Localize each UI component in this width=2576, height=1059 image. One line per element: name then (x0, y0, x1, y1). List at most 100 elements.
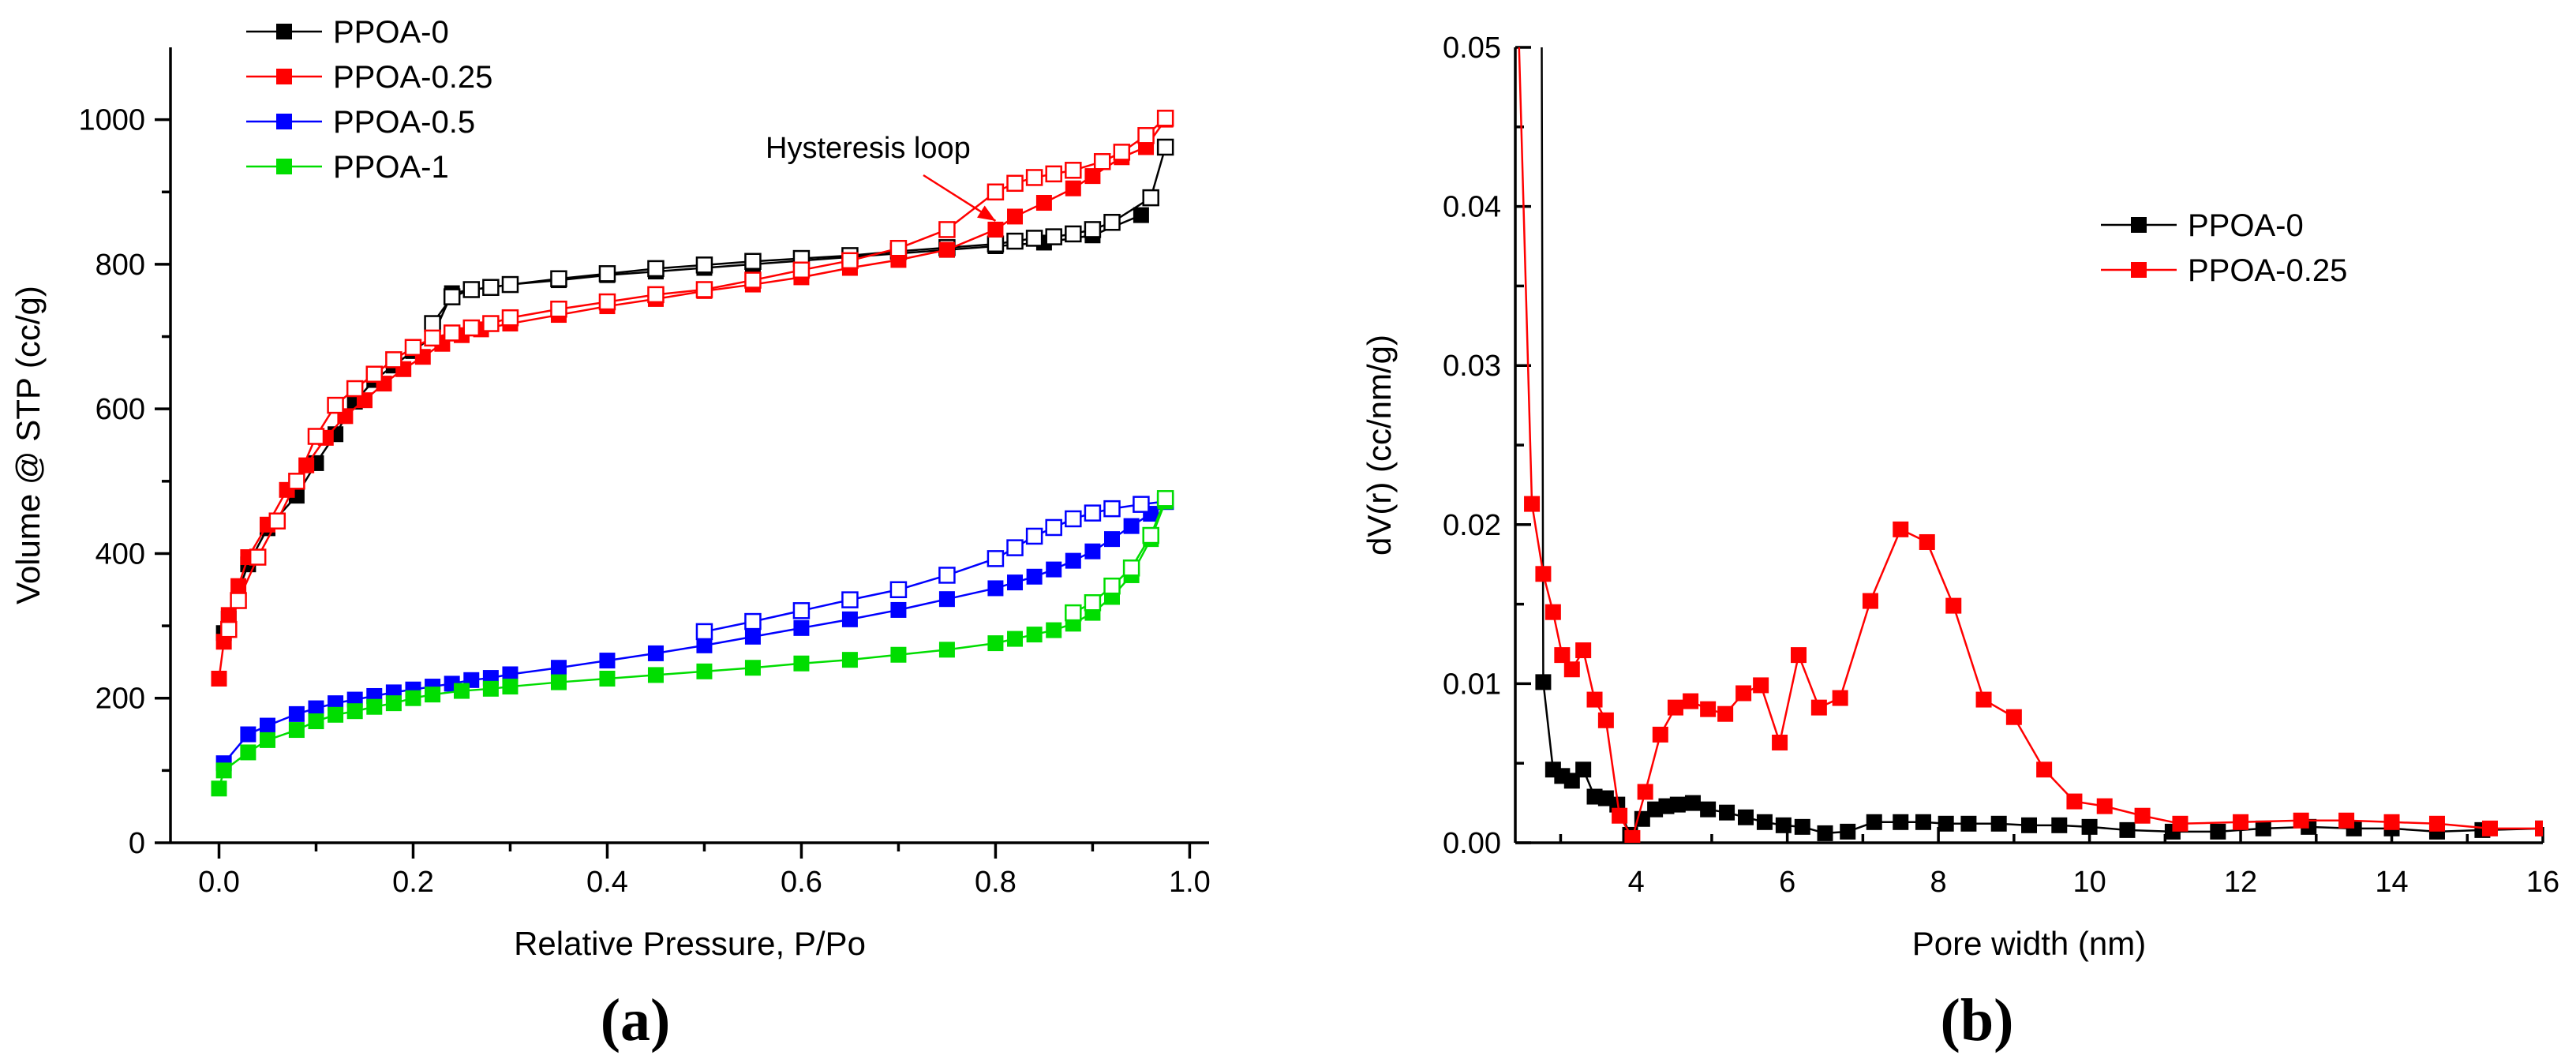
data-point-PPOA-0.25 (2338, 812, 2355, 829)
panel-label: (a) (601, 987, 671, 1053)
data-point-PPOA-0.5 (890, 601, 907, 618)
data-point-PPOA-0.5 (1065, 510, 1082, 528)
plot-area (1518, 47, 2543, 843)
data-point-PPOA-0.25 (2134, 807, 2151, 824)
data-point-PPOA-0.5 (647, 645, 664, 661)
data-point-PPOA-1 (308, 713, 324, 730)
data-point-PPOA-0 (1960, 815, 1977, 832)
data-point-PPOA-0.25 (1006, 174, 1024, 193)
data-point-PPOA-0.5 (744, 612, 762, 631)
data-point-PPOA-0.25 (1637, 784, 1653, 800)
data-point-PPOA-0 (598, 265, 616, 283)
data-point-PPOA-1 (599, 670, 616, 687)
data-point-PPOA-1 (240, 744, 256, 761)
data-point-PPOA-0 (695, 256, 713, 274)
data-point-PPOA-0 (1156, 138, 1174, 156)
data-point-PPOA-0.5 (1007, 574, 1024, 591)
legend-marker (276, 24, 292, 39)
data-point-PPOA-0.25 (1735, 685, 1752, 702)
data-point-PPOA-0 (744, 253, 762, 270)
data-point-PPOA-0.25 (249, 548, 267, 566)
data-point-PPOA-0.25 (1065, 162, 1082, 179)
y-tick-label: 0.01 (1443, 668, 1501, 701)
data-point-PPOA-0.25 (288, 473, 305, 490)
data-point-PPOA-1 (215, 762, 232, 779)
data-point-PPOA-0.5 (1133, 496, 1150, 513)
data-point-PPOA-0.25 (2535, 820, 2543, 836)
data-point-PPOA-1 (890, 646, 907, 663)
data-point-PPOA-0.25 (482, 315, 500, 332)
data-point-PPOA-0.5 (841, 591, 859, 608)
data-point-PPOA-0.25 (1137, 127, 1155, 144)
data-point-PPOA-0.25 (1893, 521, 1909, 537)
data-point-PPOA-0.25 (1035, 195, 1052, 211)
data-point-PPOA-0.5 (1046, 561, 1062, 578)
data-point-PPOA-0.25 (1524, 496, 1541, 512)
data-point-PPOA-0.25 (2383, 814, 2400, 830)
series-line-PPOA-0.25-desorption (227, 117, 1166, 631)
data-point-PPOA-0 (2051, 817, 2068, 833)
data-point-PPOA-0.25 (987, 183, 1005, 201)
data-point-PPOA-0.5 (1104, 531, 1121, 548)
data-point-PPOA-0 (1684, 795, 1701, 811)
data-point-PPOA-0.25 (2096, 798, 2113, 814)
data-point-PPOA-0.25 (987, 221, 1004, 238)
x-tick-label: 0.2 (392, 866, 434, 899)
data-point-PPOA-1 (987, 635, 1004, 652)
data-point-PPOA-0.5 (889, 581, 908, 599)
legend-marker (2131, 217, 2147, 233)
data-point-PPOA-0.25 (744, 271, 762, 289)
data-point-PPOA-0 (1775, 817, 1792, 833)
data-point-PPOA-0.25 (1945, 597, 1962, 614)
legend-label: PPOA-0.25 (333, 60, 492, 95)
data-point-PPOA-1 (482, 680, 499, 697)
data-point-PPOA-1 (1026, 627, 1043, 643)
x-tick-label: 0.8 (975, 866, 1017, 899)
data-point-PPOA-0.5 (695, 623, 713, 641)
x-tick-label: 14 (2375, 866, 2408, 899)
data-point-PPOA-0.25 (792, 261, 811, 279)
data-point-PPOA-1 (1156, 490, 1174, 507)
data-point-PPOA-0 (443, 288, 461, 305)
data-point-PPOA-1 (744, 660, 761, 676)
data-point-PPOA-0.25 (2172, 815, 2188, 832)
data-point-PPOA-0 (1006, 232, 1024, 250)
data-point-PPOA-1 (453, 683, 470, 699)
data-point-PPOA-0.5 (987, 550, 1005, 567)
data-point-PPOA-0.25 (1832, 690, 1848, 706)
y-tick-label: 0.02 (1443, 509, 1501, 542)
legend-marker (2131, 262, 2147, 278)
data-point-PPOA-0 (2081, 818, 2098, 835)
annotation-arrow-head (977, 205, 996, 221)
x-axis-label: Pore width (nm) (1912, 925, 2146, 962)
data-point-PPOA-0.25 (1975, 691, 1992, 708)
data-point-PPOA-0.5 (792, 602, 811, 619)
x-tick-label: 0.4 (586, 866, 628, 899)
data-point-PPOA-0.25 (598, 293, 616, 311)
y-tick-label: 800 (95, 249, 145, 282)
data-point-PPOA-0.25 (1753, 677, 1769, 694)
data-point-PPOA-1 (1084, 594, 1102, 612)
data-point-PPOA-0.25 (307, 428, 325, 445)
data-point-PPOA-0 (2119, 821, 2136, 838)
data-point-PPOA-0.5 (288, 705, 305, 722)
legend-label: PPOA-0.5 (333, 105, 475, 140)
data-point-PPOA-0 (1737, 809, 1754, 825)
data-point-PPOA-0.25 (346, 380, 364, 398)
data-point-PPOA-0.25 (1007, 208, 1024, 225)
x-tick-label: 12 (2224, 866, 2257, 899)
y-tick-label: 0 (129, 827, 145, 860)
data-point-PPOA-0 (1840, 823, 1856, 840)
data-point-PPOA-0.25 (1862, 593, 1878, 609)
data-point-PPOA-0.25 (1065, 180, 1081, 196)
data-point-PPOA-0.5 (550, 660, 567, 676)
data-point-PPOA-0.5 (1045, 518, 1062, 537)
series-line-PPOA-0 (1541, 47, 2543, 837)
data-point-PPOA-0 (482, 279, 500, 296)
data-point-PPOA-0.25 (501, 309, 519, 327)
series-line-PPOA-1-adsorption (218, 501, 1166, 789)
data-point-PPOA-0.5 (744, 628, 761, 645)
data-point-PPOA-0.25 (1652, 726, 1668, 743)
data-point-PPOA-0.25 (841, 252, 859, 270)
data-point-PPOA-0.25 (220, 620, 238, 638)
